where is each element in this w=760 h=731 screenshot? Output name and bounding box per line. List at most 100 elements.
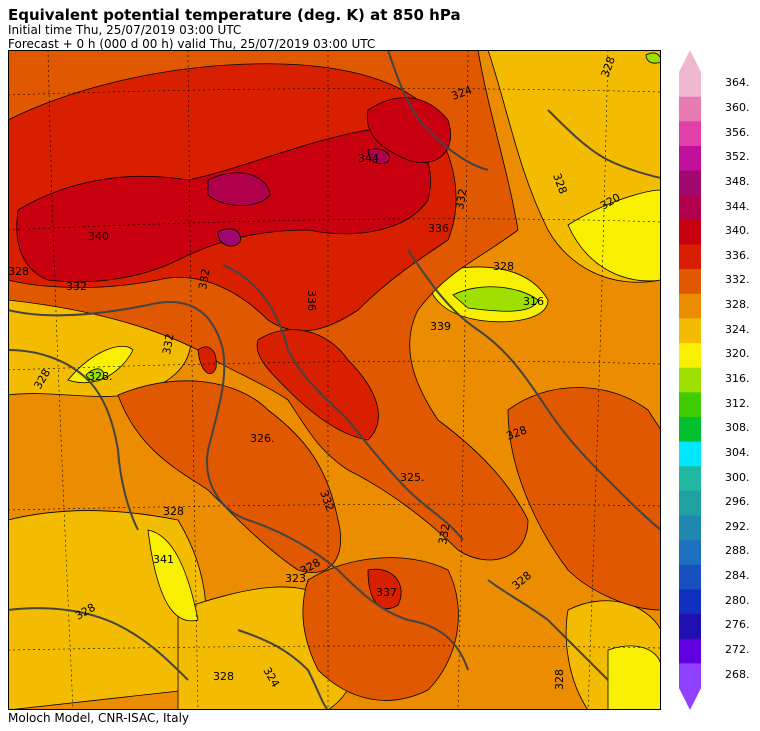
colorbar-label: 292. bbox=[725, 519, 750, 533]
contour-label: 328 bbox=[163, 505, 184, 518]
colorbar-swatch bbox=[679, 392, 701, 418]
colorbar-label: 312. bbox=[725, 396, 750, 410]
colorbar-label: 340. bbox=[725, 224, 750, 238]
colorbar-swatch bbox=[679, 589, 701, 615]
colorbar-swatch bbox=[679, 170, 701, 196]
colorbar-label: 300. bbox=[725, 470, 750, 484]
colorbar-bottom-arrow bbox=[679, 688, 701, 710]
colorbar-label: 332. bbox=[725, 273, 750, 287]
colorbar-label: 336. bbox=[725, 248, 750, 262]
colorbar-swatch bbox=[679, 638, 701, 664]
colorbar-label: 304. bbox=[725, 445, 750, 459]
colorbar-label: 268. bbox=[725, 667, 750, 681]
field-340-north bbox=[16, 129, 431, 283]
contour-label: 328. bbox=[88, 370, 113, 383]
contour-label: 316 bbox=[523, 295, 544, 308]
field-316-sw bbox=[85, 368, 104, 382]
field-340-ne bbox=[366, 97, 451, 163]
field-320-east bbox=[567, 189, 661, 282]
model-credit: Moloch Model, CNR-ISAC, Italy bbox=[8, 711, 190, 725]
colorbar-swatch bbox=[679, 293, 701, 319]
colorbar-swatch bbox=[679, 564, 701, 590]
colorbar-label: 280. bbox=[725, 593, 750, 607]
field-316-ne bbox=[645, 52, 661, 64]
theta-e-map: 344 340 336 336 332 332 332 332 332 332 … bbox=[8, 50, 661, 710]
colorbar-label: 328. bbox=[725, 298, 750, 312]
field-332-se bbox=[507, 387, 661, 611]
colorbar-label: 356. bbox=[725, 125, 750, 139]
colorbar-label: 308. bbox=[725, 421, 750, 435]
colorbar-swatch bbox=[679, 244, 701, 270]
contour-label: 344 bbox=[358, 152, 379, 165]
colorbar-swatch bbox=[679, 96, 701, 122]
graticule bbox=[8, 50, 661, 710]
colorbar-swatch bbox=[679, 466, 701, 492]
field-320-sw-2 bbox=[147, 529, 199, 622]
colorbar-label: 288. bbox=[725, 544, 750, 558]
contour-label: 337 bbox=[376, 586, 397, 599]
field-320-se bbox=[607, 645, 661, 710]
colorbar-swatch bbox=[679, 540, 701, 566]
contour-label: 340 bbox=[88, 230, 109, 243]
colorbar-label: 284. bbox=[725, 569, 750, 583]
colorbar-swatch bbox=[679, 195, 701, 221]
colorbar-swatch bbox=[679, 663, 701, 689]
field-344-spot-3 bbox=[367, 148, 390, 164]
contour-label: 332 bbox=[436, 523, 452, 546]
colorbar-swatch bbox=[679, 72, 701, 98]
contour-label: 339 bbox=[430, 320, 451, 333]
colorbar-label: 272. bbox=[725, 643, 750, 657]
colorbar-label: 352. bbox=[725, 150, 750, 164]
field-332-central bbox=[117, 380, 341, 573]
colorbar-label: 296. bbox=[725, 495, 750, 509]
contour-label: 328 bbox=[8, 265, 29, 278]
field-344-spot-1 bbox=[207, 172, 271, 206]
colorbar-swatch bbox=[679, 614, 701, 640]
colorbar-label: 316. bbox=[725, 372, 750, 385]
colorbar-label: 320. bbox=[725, 347, 750, 361]
contour-label: 328 bbox=[553, 669, 566, 690]
colorbar-top-arrow bbox=[679, 50, 701, 72]
colorbar-label: 364. bbox=[725, 76, 750, 90]
contour-label: 332 bbox=[196, 268, 212, 291]
contour-label: 328 bbox=[213, 670, 234, 683]
colorbar-label: 360. bbox=[725, 100, 750, 114]
forecast-valid-time: Forecast + 0 h (000 d 00 h) valid Thu, 2… bbox=[8, 37, 376, 51]
coastlines bbox=[8, 50, 661, 710]
contour-label: 332 bbox=[453, 188, 469, 211]
colorbar-swatch bbox=[679, 318, 701, 344]
contour-label: 328 bbox=[493, 260, 514, 273]
colorbar-label: 324. bbox=[725, 322, 750, 336]
colorbar-swatch bbox=[679, 145, 701, 172]
field-336-south bbox=[367, 568, 402, 610]
colorbar-swatch bbox=[679, 121, 701, 147]
colorbar-swatch bbox=[679, 441, 701, 467]
contour-label: 332 bbox=[66, 280, 87, 293]
field-336-small bbox=[197, 346, 217, 374]
field-344-spot-2 bbox=[217, 228, 241, 247]
field-336-italy bbox=[256, 329, 379, 441]
map-title: Equivalent potential temperature (deg. K… bbox=[8, 6, 461, 24]
colorbar-label: 344. bbox=[725, 199, 750, 213]
colorbar bbox=[679, 50, 701, 710]
contour-label: 326. bbox=[250, 432, 275, 445]
colorbar-label: 276. bbox=[725, 618, 750, 632]
colorbar-swatch bbox=[679, 416, 701, 443]
contour-label: 336 bbox=[428, 222, 449, 235]
colorbar-swatch bbox=[679, 219, 701, 245]
colorbar-swatch bbox=[679, 515, 701, 541]
colorbar-swatch bbox=[679, 269, 701, 295]
contour-label: 332 bbox=[160, 333, 176, 356]
colorbar-swatch bbox=[679, 367, 701, 393]
contour-label: 336 bbox=[305, 290, 318, 311]
field-320-sw-1 bbox=[67, 346, 134, 384]
contour-label: 341 bbox=[153, 553, 174, 566]
colorbar-label: 348. bbox=[725, 174, 750, 188]
contour-label: 323. bbox=[285, 572, 310, 585]
field-316-balkan bbox=[452, 286, 539, 312]
colorbar-swatch bbox=[679, 343, 701, 369]
initial-time: Initial time Thu, 25/07/2019 03:00 UTC bbox=[8, 23, 242, 37]
colorbar-swatch bbox=[679, 490, 701, 517]
contour-label: 325. bbox=[400, 471, 425, 484]
field-332-south bbox=[302, 557, 459, 701]
